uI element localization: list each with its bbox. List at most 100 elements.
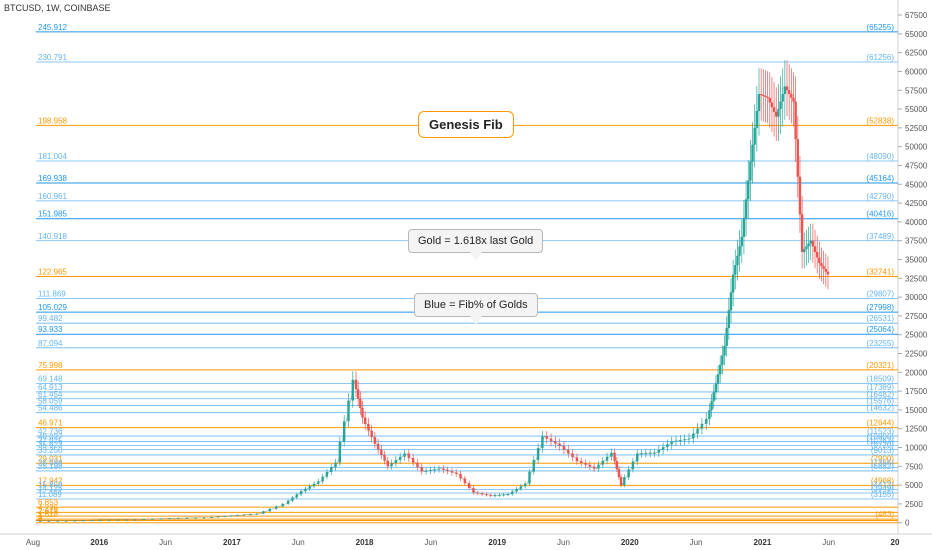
candle-body bbox=[47, 520, 51, 522]
genesis-fib-text: Genesis Fib bbox=[429, 117, 503, 132]
candle-body bbox=[429, 470, 432, 472]
fib-level-price: (9720) bbox=[871, 441, 894, 450]
candle-body bbox=[796, 139, 799, 177]
candle-body bbox=[562, 446, 566, 450]
fib-level-ratio: 6.853 bbox=[38, 498, 59, 507]
candle-body bbox=[370, 430, 373, 438]
candle-body bbox=[623, 477, 626, 486]
candle-body bbox=[541, 436, 544, 449]
candle-body bbox=[736, 255, 739, 266]
candle-body bbox=[249, 514, 252, 516]
candle-body bbox=[558, 443, 561, 447]
candle-body bbox=[275, 506, 278, 509]
fib-level-price: (3155) bbox=[871, 490, 894, 499]
y-tick-label: 12500 bbox=[905, 425, 928, 434]
fib-level-price: (11523) bbox=[867, 427, 894, 436]
x-tick-label: 2019 bbox=[488, 538, 506, 547]
candle-body bbox=[792, 97, 795, 102]
candle-body bbox=[738, 246, 741, 256]
fib-level-ratio: 1.618 bbox=[38, 510, 59, 519]
fib-level-price: (4412) bbox=[871, 481, 894, 490]
gold-callout: Gold = 1.618x last Gold bbox=[408, 229, 544, 261]
candle-body bbox=[407, 453, 411, 459]
y-tick-label: 55000 bbox=[905, 105, 928, 114]
fib-level-ratio: 0 bbox=[38, 514, 43, 523]
y-tick-label: 7500 bbox=[905, 462, 923, 471]
candle-body bbox=[627, 469, 630, 478]
candle-body bbox=[398, 456, 402, 460]
candle-body bbox=[304, 488, 307, 492]
x-tick-label: 2016 bbox=[90, 538, 108, 547]
fib-level-price: (15576) bbox=[866, 397, 894, 406]
fib-level-ratio: 29.031 bbox=[38, 454, 63, 463]
candle-body bbox=[783, 86, 787, 95]
candle-body bbox=[580, 461, 583, 463]
fib-level-price: (29807) bbox=[866, 290, 894, 299]
fib-level-ratio: 64.913 bbox=[38, 383, 63, 392]
fib-level-price: (42790) bbox=[866, 192, 894, 201]
candle-body bbox=[809, 240, 812, 244]
candle-body bbox=[472, 487, 475, 493]
candle-body bbox=[363, 417, 367, 425]
candle-body bbox=[636, 453, 639, 462]
y-tick-label: 20000 bbox=[905, 368, 928, 377]
fib-level-ratio: 26.986 bbox=[38, 458, 63, 467]
candle-body bbox=[719, 364, 722, 375]
candle-body bbox=[216, 516, 220, 518]
candle-body bbox=[536, 448, 540, 460]
candle-body bbox=[567, 449, 570, 454]
fib-level-price: (10263) bbox=[866, 437, 894, 446]
candle-body bbox=[446, 469, 449, 472]
candle-body bbox=[64, 520, 68, 522]
y-tick-label: 47500 bbox=[905, 161, 928, 170]
candle-body bbox=[770, 102, 774, 108]
y-tick-label: 35000 bbox=[905, 255, 928, 264]
candle-body bbox=[194, 517, 197, 519]
gold-callout-text: Gold = 1.618x last Gold bbox=[418, 235, 534, 247]
candle-body bbox=[785, 86, 789, 91]
fib-level-ratio: 169.938 bbox=[38, 174, 67, 183]
candle-body bbox=[648, 452, 652, 454]
fib-level-ratio: 87.094 bbox=[38, 339, 63, 348]
fib-level-ratio: 69.148 bbox=[38, 375, 63, 384]
fib-level-price: (4968) bbox=[871, 476, 894, 485]
candle-body bbox=[342, 421, 346, 442]
fib-level-ratio: 160.961 bbox=[38, 192, 67, 201]
y-tick-label: 17500 bbox=[905, 387, 928, 396]
candle-body bbox=[361, 408, 364, 418]
candle-body bbox=[820, 263, 823, 267]
candle-body bbox=[687, 438, 691, 440]
fib-level-ratio: 105.029 bbox=[38, 303, 67, 312]
candle-body bbox=[731, 274, 735, 293]
candle-body bbox=[762, 94, 765, 96]
candle-body bbox=[210, 516, 213, 518]
candle-body bbox=[716, 374, 720, 384]
candle-body bbox=[714, 383, 718, 393]
candle-body bbox=[683, 439, 686, 441]
fib-level-ratio: 1 bbox=[38, 511, 43, 520]
candle-body bbox=[744, 199, 748, 219]
candle-body bbox=[177, 518, 180, 520]
candle-body bbox=[506, 494, 510, 496]
candle-body bbox=[777, 109, 780, 117]
x-tick-label: Jun bbox=[557, 538, 570, 547]
fib-level-price: (65255) bbox=[866, 23, 894, 32]
candle-body bbox=[742, 218, 746, 237]
fib-level-price: (20321) bbox=[866, 361, 894, 370]
candle-body bbox=[807, 243, 810, 247]
candle-body bbox=[242, 514, 246, 516]
fib-level-ratio: 230.791 bbox=[38, 53, 67, 62]
fib-level-ratio: 151.985 bbox=[38, 210, 67, 219]
candle-body bbox=[493, 495, 497, 497]
candle-body bbox=[775, 111, 778, 117]
y-tick-label: 40000 bbox=[905, 218, 928, 227]
fib-level-price: (14632) bbox=[866, 404, 894, 413]
candle-body bbox=[790, 94, 793, 98]
candle-body bbox=[519, 486, 523, 489]
candle-body bbox=[485, 494, 488, 496]
candle-body bbox=[498, 494, 501, 496]
candle-body bbox=[523, 483, 527, 487]
fib-level-ratio: 4.236 bbox=[38, 503, 59, 512]
fib-level-price: (16482) bbox=[866, 390, 894, 399]
candle-body bbox=[420, 467, 423, 472]
